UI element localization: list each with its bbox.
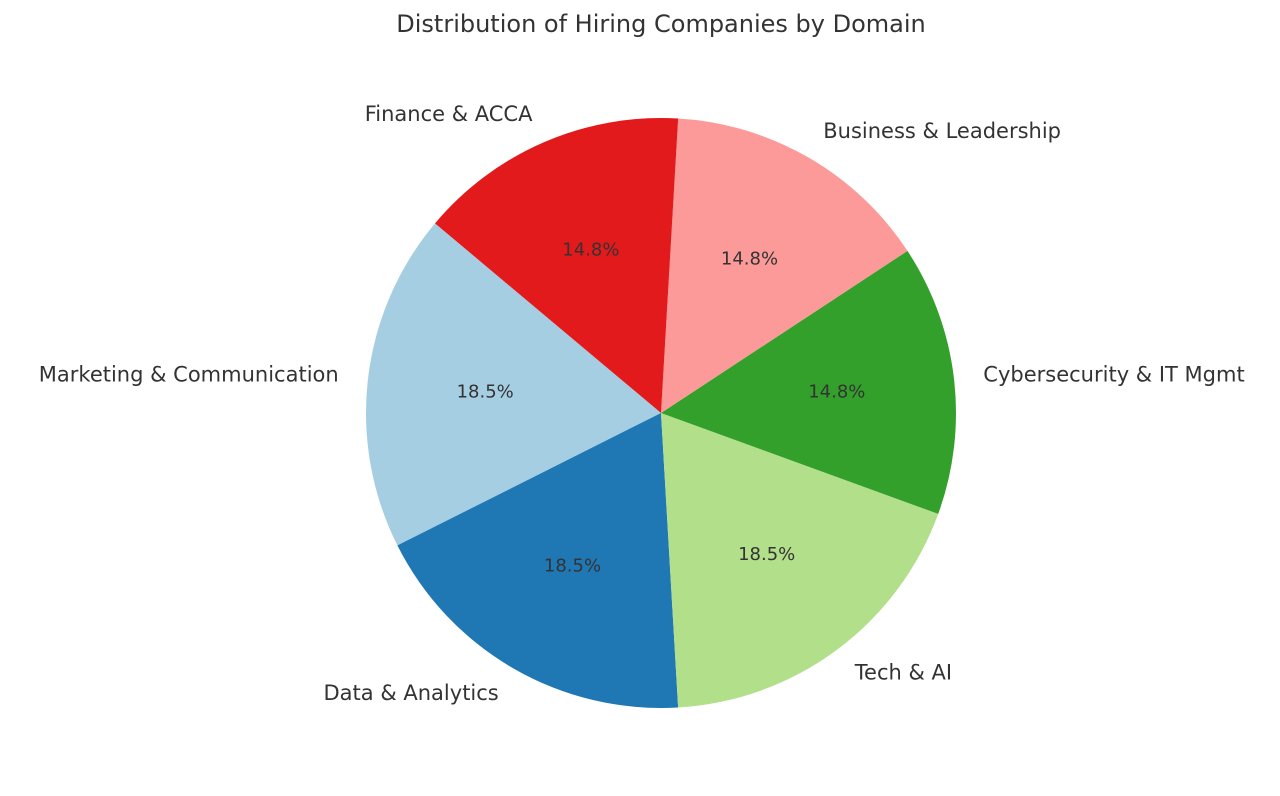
slice-label: Cybersecurity & IT Mgmt xyxy=(983,362,1244,386)
pie-slice xyxy=(365,223,661,546)
pie-slice xyxy=(435,118,679,413)
slice-label: Marketing & Communication xyxy=(39,362,339,386)
chart-title: Distribution of Hiring Companies by Doma… xyxy=(396,10,925,38)
pie-slice xyxy=(661,118,908,414)
slice-label: Finance & ACCA xyxy=(365,102,533,126)
percent-label: 14.8% xyxy=(562,239,619,260)
percent-label: 18.5% xyxy=(544,555,601,576)
slice-label: Tech & AI xyxy=(854,660,952,684)
slice-label: Data & Analytics xyxy=(324,681,499,705)
pie-slice xyxy=(397,413,679,709)
pie-slice xyxy=(661,250,957,514)
slice-label: Business & Leadership xyxy=(823,119,1061,143)
percent-label: 18.5% xyxy=(457,381,514,402)
percent-label: 14.8% xyxy=(721,249,778,270)
pie-slice xyxy=(661,413,939,708)
percent-label: 14.8% xyxy=(808,381,865,402)
percent-label: 18.5% xyxy=(738,544,795,565)
